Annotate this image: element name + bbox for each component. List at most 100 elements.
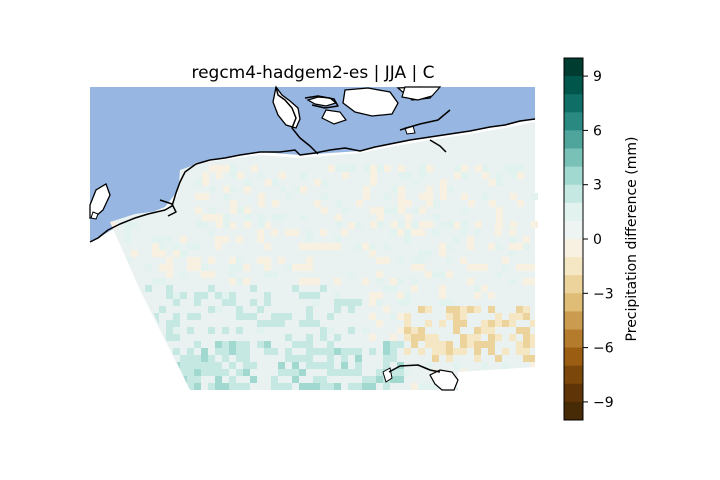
precip-cell xyxy=(425,320,432,327)
precip-cell xyxy=(418,327,425,334)
precip-cell xyxy=(334,299,341,306)
precip-cell xyxy=(383,362,390,369)
precip-cell xyxy=(110,362,117,369)
precip-cell xyxy=(292,285,299,292)
precip-cell xyxy=(439,320,446,327)
precip-cell xyxy=(334,292,341,299)
precip-cell xyxy=(482,172,489,179)
precip-cell xyxy=(243,278,250,285)
precip-cell xyxy=(411,334,418,341)
precip-cell xyxy=(138,376,145,383)
precip-cell xyxy=(384,193,391,200)
precip-cell xyxy=(447,186,454,193)
precip-cell xyxy=(292,376,299,383)
precip-cell xyxy=(201,348,208,355)
precip-cell xyxy=(426,221,433,228)
precip-cell xyxy=(264,341,271,348)
precip-cell xyxy=(376,292,383,299)
precip-cell xyxy=(488,243,495,250)
precip-cell xyxy=(454,172,461,179)
precip-cell xyxy=(180,292,187,299)
precip-cell xyxy=(124,271,131,278)
precip-cell xyxy=(530,341,535,348)
colorbar-swatch xyxy=(564,383,583,403)
precip-cell xyxy=(432,271,439,278)
precip-cell xyxy=(264,299,271,306)
precip-cell xyxy=(530,355,535,362)
precip-cell xyxy=(404,369,411,376)
precip-cell xyxy=(313,362,320,369)
precip-cell xyxy=(446,271,453,278)
precip-cell xyxy=(306,313,313,320)
precip-cell xyxy=(411,229,418,236)
precip-cell xyxy=(334,348,341,355)
precip-cell xyxy=(439,222,446,229)
precip-cell xyxy=(250,376,257,383)
precip-cell xyxy=(306,362,313,369)
precip-cell xyxy=(432,229,439,236)
precip-cell xyxy=(223,221,230,228)
precip-cell xyxy=(327,348,334,355)
precip-cell xyxy=(222,341,229,348)
precip-cell xyxy=(257,341,264,348)
precip-cell xyxy=(495,243,502,250)
precip-cell xyxy=(279,172,286,179)
precip-cell xyxy=(152,236,159,243)
precip-cell xyxy=(215,306,222,313)
precip-cell xyxy=(404,236,411,243)
precip-cell xyxy=(362,243,369,250)
precip-cell xyxy=(439,243,446,250)
precip-cell xyxy=(306,341,313,348)
precip-cell xyxy=(342,165,349,172)
precip-cell xyxy=(516,264,523,271)
precip-cell xyxy=(495,271,502,278)
precip-cell xyxy=(202,179,209,186)
precip-cell xyxy=(460,376,467,383)
precip-cell xyxy=(488,334,495,341)
precip-cell xyxy=(271,320,278,327)
precip-cell xyxy=(194,264,201,271)
precip-cell xyxy=(397,229,404,236)
precip-cell xyxy=(300,172,307,179)
precip-cell xyxy=(475,221,482,228)
precip-cell xyxy=(299,341,306,348)
precip-cell xyxy=(397,299,404,306)
precip-cell xyxy=(152,362,159,369)
precip-cell xyxy=(257,236,264,243)
precip-cell xyxy=(215,243,222,250)
precip-cell xyxy=(229,299,236,306)
precip-cell xyxy=(264,264,271,271)
precip-cell xyxy=(411,257,418,264)
precip-cell xyxy=(523,348,530,355)
precip-cell xyxy=(257,327,264,334)
precip-cell xyxy=(341,299,348,306)
colorbar-tick-label: 0 xyxy=(593,232,602,248)
precip-cell xyxy=(110,320,117,327)
precip-cell xyxy=(187,362,194,369)
precip-cell xyxy=(279,186,286,193)
precip-cell xyxy=(530,264,535,271)
precip-cell xyxy=(117,369,124,376)
precip-cell xyxy=(159,362,166,369)
precip-cell xyxy=(369,348,376,355)
precip-cell xyxy=(335,200,342,207)
precip-cell xyxy=(201,264,208,271)
precip-cell xyxy=(418,264,425,271)
precip-cell xyxy=(306,334,313,341)
precip-cell xyxy=(383,341,390,348)
precip-cell xyxy=(355,362,362,369)
precip-cell xyxy=(418,306,425,313)
precip-cell xyxy=(523,264,530,271)
colorbar-swatch xyxy=(564,184,583,204)
precip-cell xyxy=(390,369,397,376)
precip-cell xyxy=(355,369,362,376)
precip-cell xyxy=(293,186,300,193)
precip-cell xyxy=(496,221,503,228)
precip-cell xyxy=(334,334,341,341)
precip-cell xyxy=(223,214,230,221)
precip-cell xyxy=(509,278,516,285)
precip-cell xyxy=(152,383,159,390)
precip-cell xyxy=(187,383,194,390)
precip-cell xyxy=(145,362,152,369)
